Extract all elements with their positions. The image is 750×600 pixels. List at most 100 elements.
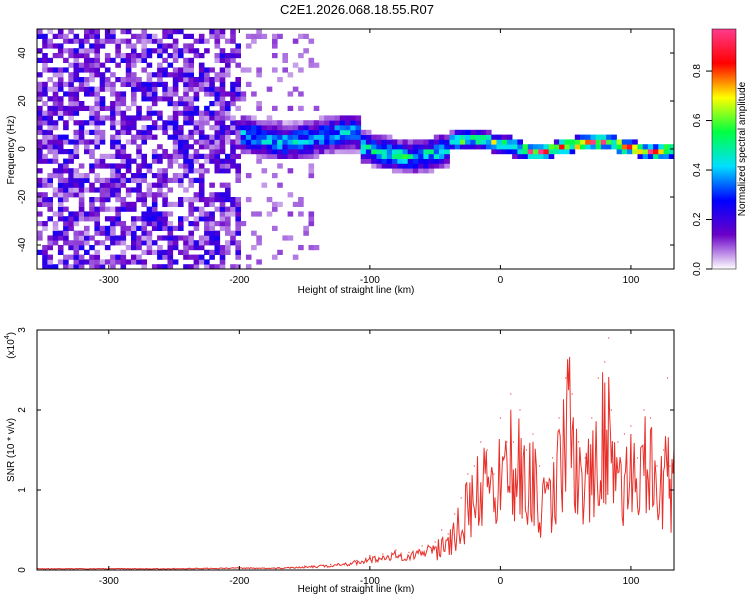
- spectrogram-cell: [230, 86, 236, 92]
- spectrogram-cell: [178, 125, 184, 131]
- spectrogram-cell: [449, 129, 456, 135]
- spectrogram-cell: [193, 139, 200, 145]
- spectrogram-cell: [392, 149, 398, 155]
- spectrogram-cell: [162, 182, 168, 188]
- spectrogram-cell: [42, 153, 48, 159]
- spectrogram-cell: [110, 153, 116, 159]
- spectrogram-cell: [63, 182, 69, 188]
- spectrogram-cell: [559, 139, 565, 145]
- spectrogram-cell: [63, 120, 69, 126]
- spectrogram-cell: [57, 173, 64, 179]
- spectrogram-cell: [37, 125, 43, 131]
- spectrogram-cell: [78, 101, 85, 107]
- x-tick-label: 0: [498, 275, 504, 286]
- spectrogram-cell: [89, 153, 95, 159]
- spectrogram-cell: [172, 86, 179, 92]
- spectrogram-cell: [423, 144, 429, 150]
- spectrogram-cell: [444, 144, 450, 150]
- spectrogram-cell: [157, 168, 163, 174]
- spectrogram-cell: [73, 48, 80, 54]
- spectrogram-cell: [141, 139, 147, 145]
- spectrogram-cell: [57, 67, 64, 73]
- spectrogram-cell: [178, 235, 184, 241]
- spectrogram-cell: [99, 72, 106, 78]
- spectrogram-cell: [178, 182, 184, 188]
- spectrogram-cell: [209, 153, 215, 159]
- spectrogram-cell: [178, 144, 184, 150]
- spectrogram-cell: [136, 105, 142, 111]
- spectrogram-cell: [68, 254, 74, 260]
- spectrogram-cell: [151, 216, 158, 222]
- spectrogram-cell: [574, 144, 581, 150]
- spectrogram-cell: [37, 96, 43, 102]
- spectrogram-cell: [261, 149, 268, 155]
- spectrogram-cell: [287, 192, 294, 198]
- spectrogram-cell: [94, 110, 100, 116]
- spectrogram-cell: [240, 120, 247, 126]
- spectrogram-cell: [37, 91, 43, 97]
- spectrogram-cell: [141, 43, 147, 49]
- colorbar-label: Normalized spectral amplitude: [737, 81, 748, 216]
- spectrogram-cell: [219, 264, 226, 270]
- spectrogram-cell: [131, 81, 137, 87]
- spectrogram-cell: [225, 91, 231, 97]
- spectrogram-cell: [89, 139, 95, 145]
- spectrogram-cell: [37, 230, 43, 236]
- spectrogram-cell: [146, 235, 153, 241]
- colorbar-ticks: 0.00.20.40.60.8: [692, 64, 712, 276]
- spectrogram-cell: [433, 163, 440, 169]
- spectrogram-cell: [225, 225, 231, 231]
- spectrogram-cell: [37, 139, 43, 145]
- snr-data-point: [369, 555, 371, 557]
- spectrogram-cell: [245, 173, 252, 179]
- spectrogram-cell: [214, 129, 221, 135]
- spectrogram-cell: [125, 29, 132, 35]
- spectrogram-cell: [512, 139, 518, 145]
- spectrogram-cell: [454, 129, 461, 135]
- spectrogram-cell: [245, 254, 252, 260]
- spectrogram-cell: [151, 134, 158, 140]
- spectrogram-cell: [63, 197, 69, 203]
- spectrogram-cell: [324, 134, 330, 140]
- spectrogram-cell: [298, 125, 304, 131]
- spectrogram-cell: [37, 144, 43, 150]
- spectrogram-cell: [219, 245, 226, 251]
- spectrogram-cell: [355, 120, 362, 126]
- spectrogram-cell: [84, 259, 90, 265]
- spectrogram-cell: [277, 144, 283, 150]
- spectrogram-cell: [42, 221, 48, 227]
- spectrogram-cell: [339, 120, 346, 126]
- spectrogram-cell: [68, 139, 74, 145]
- spectrogram-cell: [287, 211, 294, 217]
- spectrogram-cell: [292, 254, 299, 260]
- spectrogram-cell: [151, 221, 158, 227]
- spectrogram-cell: [365, 144, 372, 150]
- spectrogram-cell: [219, 259, 226, 265]
- spectrogram-cell: [235, 221, 241, 227]
- spectrogram-cell: [204, 120, 210, 126]
- spectrogram-cell: [319, 115, 325, 121]
- spectrogram-cell: [125, 259, 132, 265]
- spectrogram-cell: [251, 211, 257, 217]
- spectrogram-cell: [376, 163, 382, 169]
- spectrogram-cell: [99, 158, 106, 164]
- spectrogram-cell: [428, 153, 435, 159]
- spectrogram-cell: [209, 201, 215, 207]
- spectrogram-cell: [52, 134, 59, 140]
- spectrogram-cell: [68, 53, 74, 59]
- spectrogram-cell: [496, 144, 503, 150]
- spectrogram-cell: [104, 216, 111, 222]
- spectrogram-cell: [225, 62, 231, 68]
- spectrogram-cell: [42, 144, 48, 150]
- spectrogram-cell: [37, 158, 43, 164]
- spectrogram-cell: [73, 240, 80, 246]
- spectrogram-cell: [104, 105, 111, 111]
- spectrogram-cell: [47, 235, 53, 241]
- spectrogram-cell: [386, 149, 393, 155]
- spectrogram-cell: [350, 125, 356, 131]
- spectrogram-cell: [324, 139, 330, 145]
- spectrogram-cell: [183, 81, 189, 87]
- spectrogram-cell: [433, 144, 440, 150]
- spectrogram-cell: [94, 216, 100, 222]
- spectrogram-cell: [261, 33, 268, 39]
